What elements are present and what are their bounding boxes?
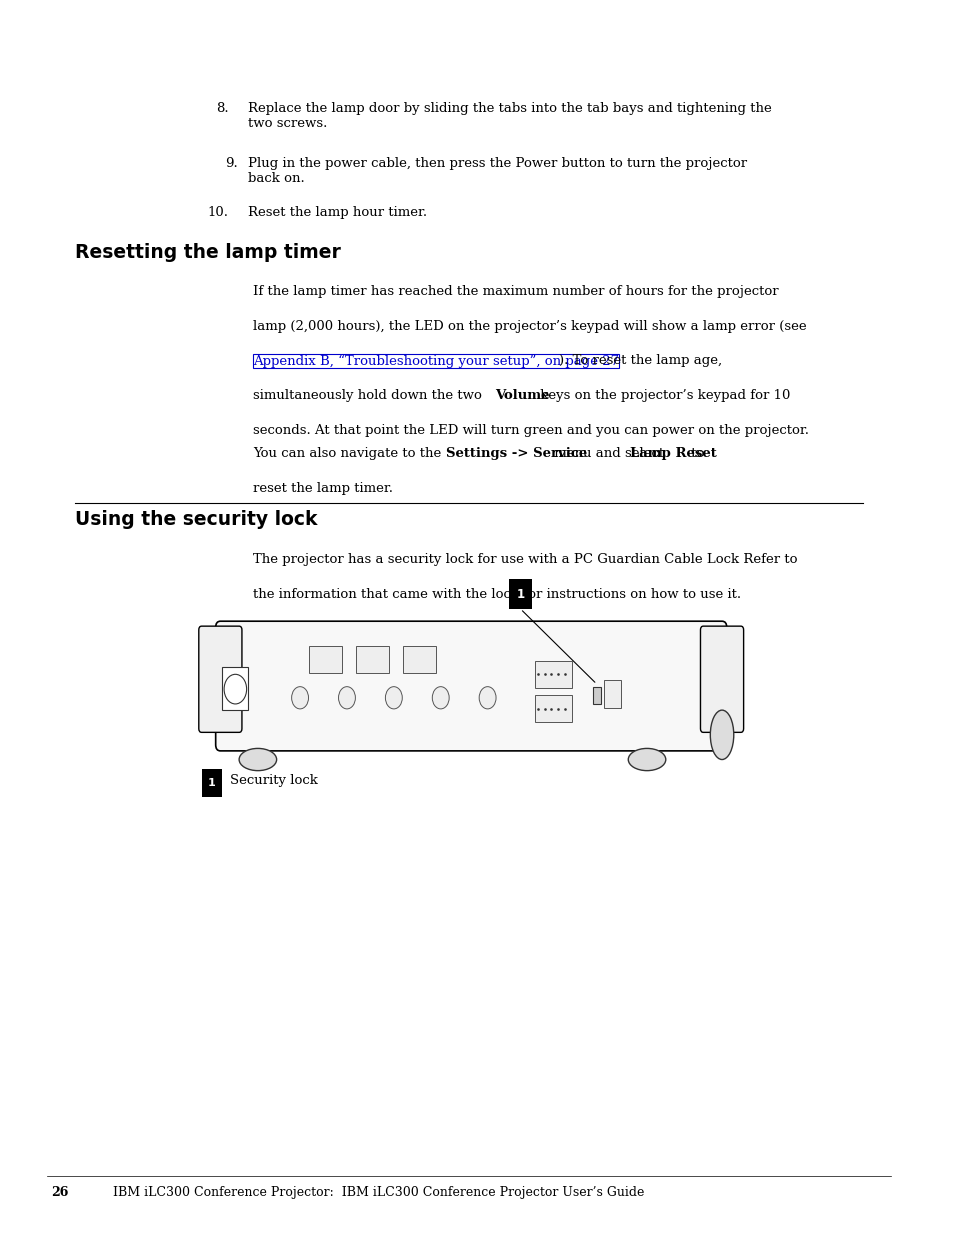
Bar [356, 646, 389, 673]
Bar [593, 687, 600, 704]
Bar [534, 695, 572, 722]
Ellipse shape [292, 687, 308, 709]
Text: Appendix B, “Troubleshooting your setup”, on page 27: Appendix B, “Troubleshooting your setup”… [253, 354, 618, 368]
Ellipse shape [224, 674, 247, 704]
Text: lamp (2,000 hours), the LED on the projector’s keypad will show a lamp error (se: lamp (2,000 hours), the LED on the proje… [253, 320, 806, 333]
Text: Reset the lamp hour timer.: Reset the lamp hour timer. [248, 206, 427, 220]
Text: ). To reset the lamp age,: ). To reset the lamp age, [558, 354, 721, 368]
Text: Settings -> Service: Settings -> Service [446, 447, 587, 461]
Text: Lamp Reset: Lamp Reset [630, 447, 716, 461]
Ellipse shape [432, 687, 449, 709]
Text: Using the security lock: Using the security lock [75, 510, 317, 529]
Bar [604, 680, 620, 708]
Text: 10.: 10. [208, 206, 229, 220]
Text: keys on the projector’s keypad for 10: keys on the projector’s keypad for 10 [536, 389, 790, 403]
Ellipse shape [478, 687, 496, 709]
Text: simultaneously hold down the two: simultaneously hold down the two [253, 389, 486, 403]
Text: 8.: 8. [216, 103, 229, 115]
Ellipse shape [239, 748, 276, 771]
Text: 1: 1 [516, 588, 524, 600]
FancyBboxPatch shape [700, 626, 742, 732]
Text: 26: 26 [51, 1186, 69, 1199]
Bar [309, 646, 342, 673]
Bar [509, 579, 531, 609]
Text: You can also navigate to the: You can also navigate to the [253, 447, 445, 461]
Text: to: to [686, 447, 704, 461]
Ellipse shape [710, 710, 733, 760]
Text: IBM iLC300 Conference Projector:  IBM iLC300 Conference Projector User’s Guide: IBM iLC300 Conference Projector: IBM iLC… [112, 1186, 643, 1199]
Text: 1: 1 [208, 778, 215, 788]
Text: Replace the lamp door by sliding the tabs into the tab bays and tightening the
t: Replace the lamp door by sliding the tab… [248, 103, 771, 130]
Ellipse shape [338, 687, 355, 709]
Bar [403, 646, 436, 673]
Text: If the lamp timer has reached the maximum number of hours for the projector: If the lamp timer has reached the maximu… [253, 285, 778, 299]
Text: Resetting the lamp timer: Resetting the lamp timer [75, 243, 340, 262]
Text: Plug in the power cable, then press the Power button to turn the projector
back : Plug in the power cable, then press the … [248, 157, 747, 185]
Text: Security lock: Security lock [230, 774, 317, 787]
Bar [534, 661, 572, 688]
FancyBboxPatch shape [198, 626, 242, 732]
Bar [201, 769, 222, 797]
Text: seconds. At that point the LED will turn green and you can power on the projecto: seconds. At that point the LED will turn… [253, 424, 808, 437]
Bar [222, 667, 248, 710]
Text: menu and select: menu and select [550, 447, 668, 461]
FancyBboxPatch shape [215, 621, 726, 751]
Text: Volume: Volume [495, 389, 549, 403]
Text: 9.: 9. [225, 157, 238, 170]
Ellipse shape [385, 687, 402, 709]
Ellipse shape [628, 748, 665, 771]
Text: reset the lamp timer.: reset the lamp timer. [253, 482, 393, 495]
Text: The projector has a security lock for use with a PC Guardian Cable Lock Refer to: The projector has a security lock for us… [253, 553, 797, 567]
Text: the information that came with the lock for instructions on how to use it.: the information that came with the lock … [253, 588, 740, 601]
